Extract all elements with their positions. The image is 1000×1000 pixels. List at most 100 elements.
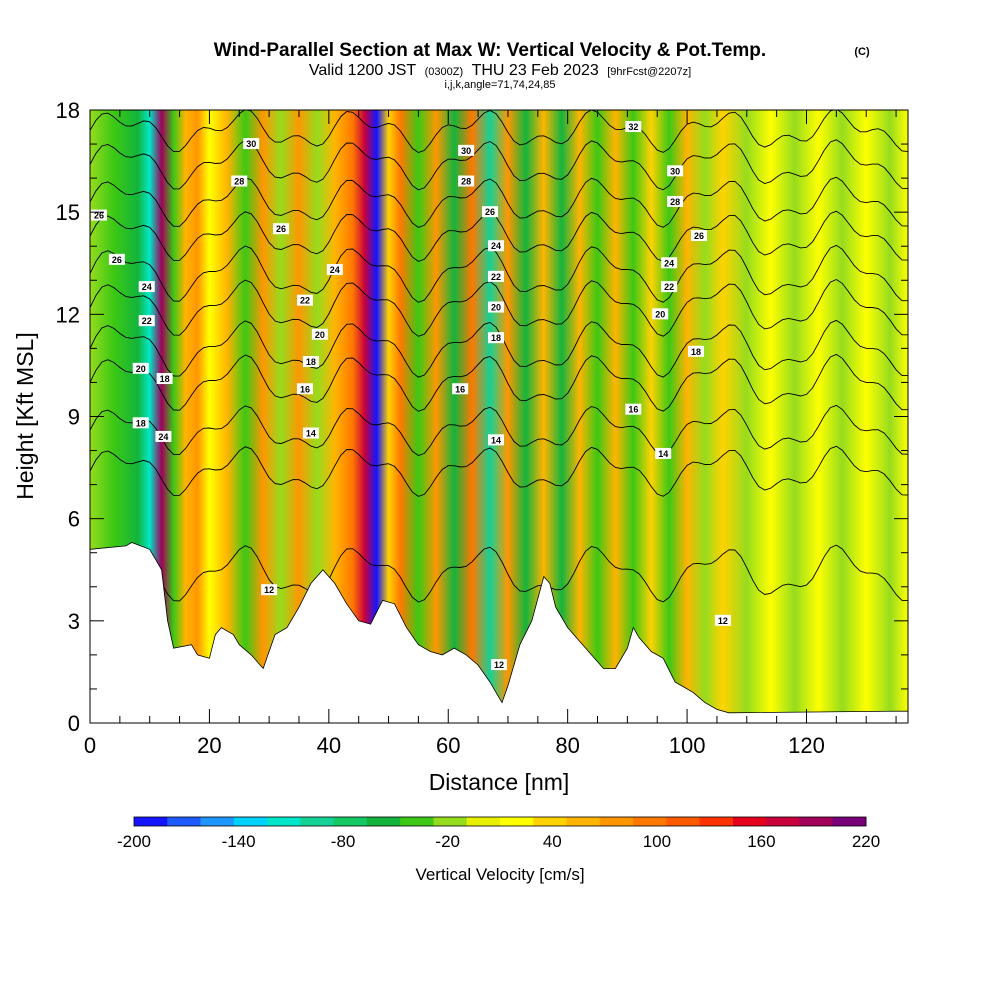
colorbar-swatch bbox=[732, 817, 767, 826]
contour-label: 28 bbox=[231, 175, 248, 187]
contour-label: 20 bbox=[132, 362, 149, 374]
contour-label-text: 26 bbox=[112, 255, 122, 265]
y-tick-label: 12 bbox=[56, 302, 80, 327]
contour-label: 14 bbox=[488, 434, 505, 446]
colorbar-swatch bbox=[366, 817, 401, 826]
colorbar-swatch bbox=[134, 817, 168, 826]
contour-label: 28 bbox=[458, 175, 475, 187]
contour-label: 12 bbox=[261, 584, 278, 596]
colorbar-tick-label: 220 bbox=[852, 832, 880, 851]
contour-label-text: 18 bbox=[491, 333, 501, 343]
contour-label: 22 bbox=[661, 281, 678, 293]
x-tick-label: 0 bbox=[84, 733, 96, 758]
contour-label-text: 28 bbox=[461, 177, 471, 187]
y-axis-label: Height [Kft MSL] bbox=[12, 332, 38, 499]
theta-contour bbox=[90, 244, 908, 303]
colorbar-label: Vertical Velocity [cm/s] bbox=[415, 865, 584, 884]
contour-label: 20 bbox=[652, 308, 669, 320]
chart-info-line: i,j,k,angle=71,74,24,85 bbox=[444, 79, 555, 91]
contour-label-text: 18 bbox=[160, 374, 170, 384]
contour-label-text: 26 bbox=[94, 211, 104, 221]
subtitle-valid: Valid 1200 JST bbox=[309, 62, 417, 79]
contour-label-text: 20 bbox=[655, 309, 665, 319]
y-tick-label: 18 bbox=[56, 98, 80, 123]
contour-label: 30 bbox=[458, 144, 475, 156]
contour-label-text: 22 bbox=[300, 296, 310, 306]
colorbar-swatch bbox=[832, 817, 867, 826]
contour-label-text: 24 bbox=[142, 282, 152, 292]
y-tick-label: 3 bbox=[68, 609, 80, 634]
contour-label-text: 24 bbox=[664, 258, 674, 268]
contour-label-text: 16 bbox=[455, 384, 465, 394]
contour-label-text: 26 bbox=[276, 224, 286, 234]
contour-label: 24 bbox=[661, 257, 678, 269]
colorbar-ticks: -200 -140 -80 -20 40 100 160 220 bbox=[117, 832, 880, 851]
contour-label: 22 bbox=[488, 270, 505, 282]
contour-label-text: 24 bbox=[491, 241, 501, 251]
contour-label-text: 22 bbox=[142, 316, 152, 326]
contour-label: 14 bbox=[302, 427, 319, 439]
colorbar-swatch bbox=[300, 817, 335, 826]
y-tick-label: 15 bbox=[56, 200, 80, 225]
contour-label: 16 bbox=[625, 403, 642, 415]
contour-label-text: 12 bbox=[264, 585, 274, 595]
colorbar-tick-label: -80 bbox=[331, 832, 356, 851]
colorbar-swatch bbox=[466, 817, 501, 826]
contour-label-text: 22 bbox=[491, 272, 501, 282]
contour-label: 22 bbox=[138, 315, 155, 327]
subtitle-zulu: (0300Z) bbox=[425, 66, 464, 78]
subtitle-date: THU 23 Feb 2023 bbox=[472, 62, 599, 79]
colorbar-swatch bbox=[666, 817, 701, 826]
colorbar-swatch bbox=[200, 817, 235, 826]
contour-label-text: 32 bbox=[628, 122, 638, 132]
chart-subtitle: Valid 1200 JST (0300Z) THU 23 Feb 2023 [… bbox=[309, 62, 691, 79]
contour-labels: 26 26 24 22 20 18 18 24 30 28 26 24 22 20 18 16 14 12 30 28… bbox=[90, 121, 731, 671]
contour-label: 16 bbox=[296, 383, 313, 395]
colorbar-tick-label: -20 bbox=[435, 832, 460, 851]
contour-label-text: 24 bbox=[158, 432, 168, 442]
theta-contour bbox=[90, 445, 908, 497]
contour-label: 18 bbox=[302, 356, 319, 368]
contour-label: 20 bbox=[488, 301, 505, 313]
contour-label-text: 26 bbox=[694, 231, 704, 241]
contour-label-text: 18 bbox=[306, 357, 316, 367]
contour-label-text: 28 bbox=[670, 197, 680, 207]
contour-label: 18 bbox=[488, 332, 505, 344]
y-tick-label: 6 bbox=[68, 507, 80, 532]
theta-contour bbox=[90, 278, 908, 337]
subtitle-fcst: [9hrFcst@2207z] bbox=[607, 66, 691, 78]
colorbar-tick-label: -200 bbox=[117, 832, 151, 851]
y-tick-label: 9 bbox=[68, 405, 80, 430]
contour-label-text: 30 bbox=[246, 139, 256, 149]
contour-label: 18 bbox=[688, 345, 705, 357]
contour-label-text: 20 bbox=[315, 330, 325, 340]
contour-label: 24 bbox=[155, 430, 172, 442]
contour-label: 18 bbox=[156, 373, 173, 385]
theta-contour bbox=[90, 176, 908, 228]
contour-label-text: 20 bbox=[136, 364, 146, 374]
contour-label-text: 18 bbox=[136, 418, 146, 428]
theta-contour bbox=[90, 110, 908, 153]
contour-label-text: 30 bbox=[670, 166, 680, 176]
y-tick-label: 0 bbox=[68, 711, 80, 736]
colorbar-swatch bbox=[433, 817, 468, 826]
y-axis: 0 3 6 9 12 15 18 bbox=[56, 98, 908, 736]
colorbar-swatch bbox=[766, 817, 800, 826]
contour-label: 18 bbox=[132, 417, 149, 429]
theta-contour bbox=[90, 210, 908, 262]
contour-label: 26 bbox=[691, 230, 708, 242]
colorbar-swatch bbox=[233, 817, 268, 826]
colorbar-tick-label: 100 bbox=[643, 832, 671, 851]
contour-label: 26 bbox=[273, 223, 290, 235]
contour-label: 26 bbox=[482, 206, 499, 218]
contour-label-text: 26 bbox=[485, 207, 495, 217]
colorbar-tick-label: 160 bbox=[747, 832, 775, 851]
contour-label: 30 bbox=[243, 138, 260, 150]
x-tick-label: 20 bbox=[197, 733, 221, 758]
contour-label-text: 16 bbox=[300, 384, 310, 394]
theta-contour bbox=[90, 319, 908, 378]
contour-label: 26 bbox=[90, 209, 107, 221]
colorbar-swatch bbox=[699, 817, 734, 826]
contour-label: 30 bbox=[667, 165, 684, 177]
theta-contours bbox=[90, 110, 908, 603]
